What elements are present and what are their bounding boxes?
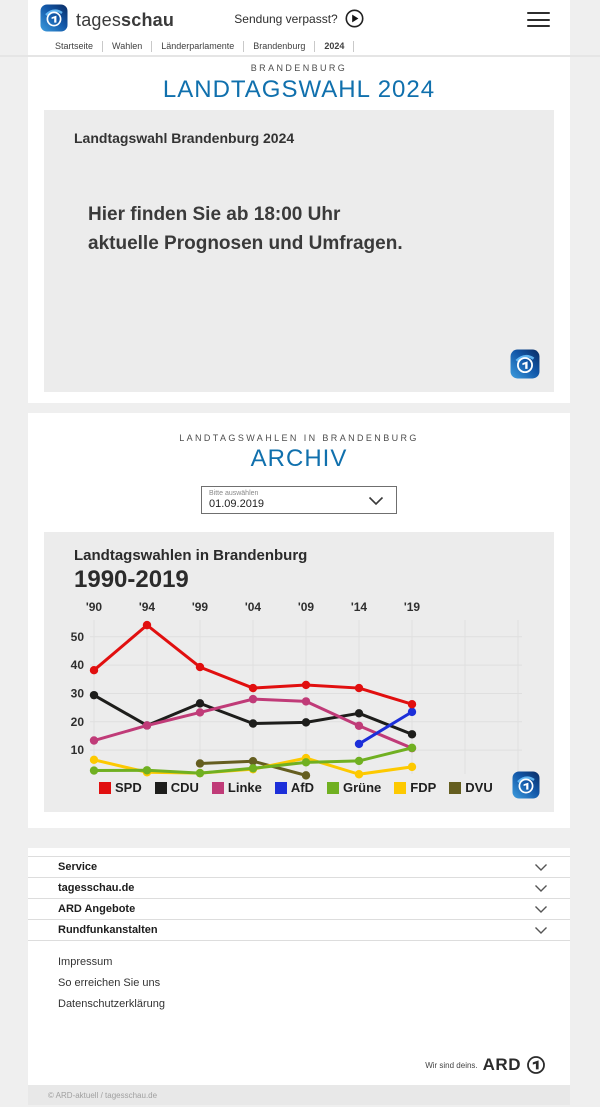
election-results-line-chart: 10 20 30 40 50 '90 '94 '99 '04 '09 '14 '19 [71,600,522,780]
tagesschau-app-icon [40,4,68,37]
teaser-card-title: Landtagswahl Brandenburg 2024 [74,130,295,146]
play-icon[interactable] [345,9,364,28]
legend-item-linke: Linke [211,780,262,795]
ard-claim: Wir sind deins. [425,1060,478,1070]
legend-label: Linke [227,780,262,795]
chart-legend: SPD CDU Linke AfD Grüne FDP DVU [99,780,493,795]
legend-swatch [154,781,167,794]
copyright-text: © ARD-aktuell / tagesschau.de [48,1090,158,1100]
hamburger-menu-icon[interactable] [527,12,550,27]
footer: Service tagesschau.de ARD Angebote Rundfunk… [28,848,570,1085]
accordion-row-rundfunkanstalten[interactable]: Rundfunkanstalten [28,919,570,940]
chevron-down-icon[interactable] [534,863,548,872]
breadcrumb-item-wahlen[interactable]: Wahlen [103,40,153,52]
svg-text:'09: '09 [298,600,315,614]
svg-text:'19: '19 [404,600,421,614]
svg-text:10: 10 [71,743,85,757]
accordion-row-tagesschau-de[interactable]: tagesschau.de [28,877,570,898]
svg-text:'04: '04 [245,600,262,614]
legend-swatch [394,781,407,794]
svg-text:30: 30 [71,686,85,700]
ard-brand-row: Wir sind deins. ARD [28,1055,570,1075]
tagesschau-logo[interactable]: tagesschau [40,4,174,37]
legend-label: DVU [465,780,493,795]
svg-text:'99: '99 [192,600,209,614]
copyright-bar: © ARD-aktuell / tagesschau.de [28,1085,570,1105]
ard-wordmark: ARD [482,1055,521,1074]
legend-label: CDU [170,780,199,795]
election-history-chart-card: Landtagswahlen in Brandenburg 1990-2019 … [44,532,554,812]
svg-text:20: 20 [71,715,85,729]
ard-logo-icon [512,771,540,804]
archive-title: ARCHIV [250,445,348,472]
svg-text:40: 40 [71,658,85,672]
accordion-row-ard-angebote[interactable]: ARD Angebote [28,898,570,919]
breadcrumb-item-brandenburg[interactable]: Brandenburg [244,40,316,52]
election-2024-section: BRANDENBURG LANDTAGSWAHL 2024 Landtagswa… [28,55,570,403]
header-divider [0,55,600,57]
legend-item-grüne: Grüne [326,780,382,795]
header: tagesschau Sendung verpasst? Startseite W… [0,0,600,57]
chevron-down-icon[interactable] [534,926,548,935]
legend-label: FDP [410,780,437,795]
archive-date-select[interactable]: Bitte auswählen 01.09.2019 [201,486,397,514]
select-current-value: 01.09.2019 [209,498,265,510]
svg-text:'90: '90 [86,600,103,614]
accordion-label: tagesschau.de [58,882,135,894]
legend-swatch [274,781,287,794]
breadcrumb-item-2024[interactable]: 2024 [315,40,355,52]
legend-swatch [99,781,111,794]
legend-swatch [326,781,339,794]
svg-text:'94: '94 [139,600,156,614]
legend-item-fdp: FDP [394,780,436,795]
legend-item-spd: SPD [99,780,142,795]
section-kicker: BRANDENBURG [250,63,348,73]
archive-kicker: LANDTAGSWAHLEN IN BRANDENBURG [179,433,419,443]
legend-label: Grüne [342,780,382,795]
legend-swatch [449,781,462,794]
chart-subtitle: 1990-2019 [74,566,189,593]
footer-link-impressum[interactable]: Impressum [58,955,113,968]
footer-accordion: Service tagesschau.de ARD Angebote Rundfunk… [28,856,570,941]
chevron-down-icon[interactable] [368,496,384,506]
ard-logo-icon [510,349,540,384]
svg-text:'14: '14 [351,600,368,614]
accordion-label: Rundfunkanstalten [58,924,158,936]
footer-link-so-erreichen-sie-uns[interactable]: So erreichen Sie uns [58,976,161,989]
sendung-verpasst-label: Sendung verpasst? [234,11,338,26]
chart-title: Landtagswahlen in Brandenburg [74,547,308,564]
footer-link-datenschutzerkl-rung[interactable]: Datenschutzerklärung [58,997,166,1010]
footer-links: Impressum So erreichen Sie uns Datenschutz… [28,951,570,1014]
legend-label: SPD [115,780,142,795]
accordion-label: ARD Angebote [58,903,136,915]
accordion-label: Service [58,861,98,873]
svg-text:50: 50 [71,630,85,644]
breadcrumb-item-länderparlamente[interactable]: Länderparlamente [152,40,245,52]
chevron-down-icon[interactable] [534,905,548,914]
legend-item-dvu: DVU [449,780,493,795]
legend-label: AfD [290,780,314,795]
page-title: LANDTAGSWAHL 2024 [162,76,436,103]
tagesschau-wordmark: tagesschau [76,10,175,30]
chevron-down-icon[interactable] [534,884,548,893]
legend-item-afd: AfD [274,780,314,795]
sendung-verpasst-link[interactable]: Sendung verpasst? [28,9,570,28]
legend-item-cdu: CDU [154,780,199,795]
legend-swatch [211,781,224,794]
breadcrumb: Startseite Wahlen Länderparlamente Brandenb… [55,37,570,55]
select-placeholder-label: Bitte auswählen [209,490,259,497]
accordion-row-service[interactable]: Service [28,856,570,877]
election-teaser-card: Landtagswahl Brandenburg 2024 Hier finde… [44,110,554,392]
teaser-message: Hier finden Sie ab 18:00 Uhr aktuelle Pr… [88,204,403,254]
archive-section: LANDTAGSWAHLEN IN BRANDENBURG ARCHIV Bit… [28,413,570,828]
breadcrumb-item-startseite[interactable]: Startseite [55,40,104,52]
ard-one-icon [527,1056,545,1074]
